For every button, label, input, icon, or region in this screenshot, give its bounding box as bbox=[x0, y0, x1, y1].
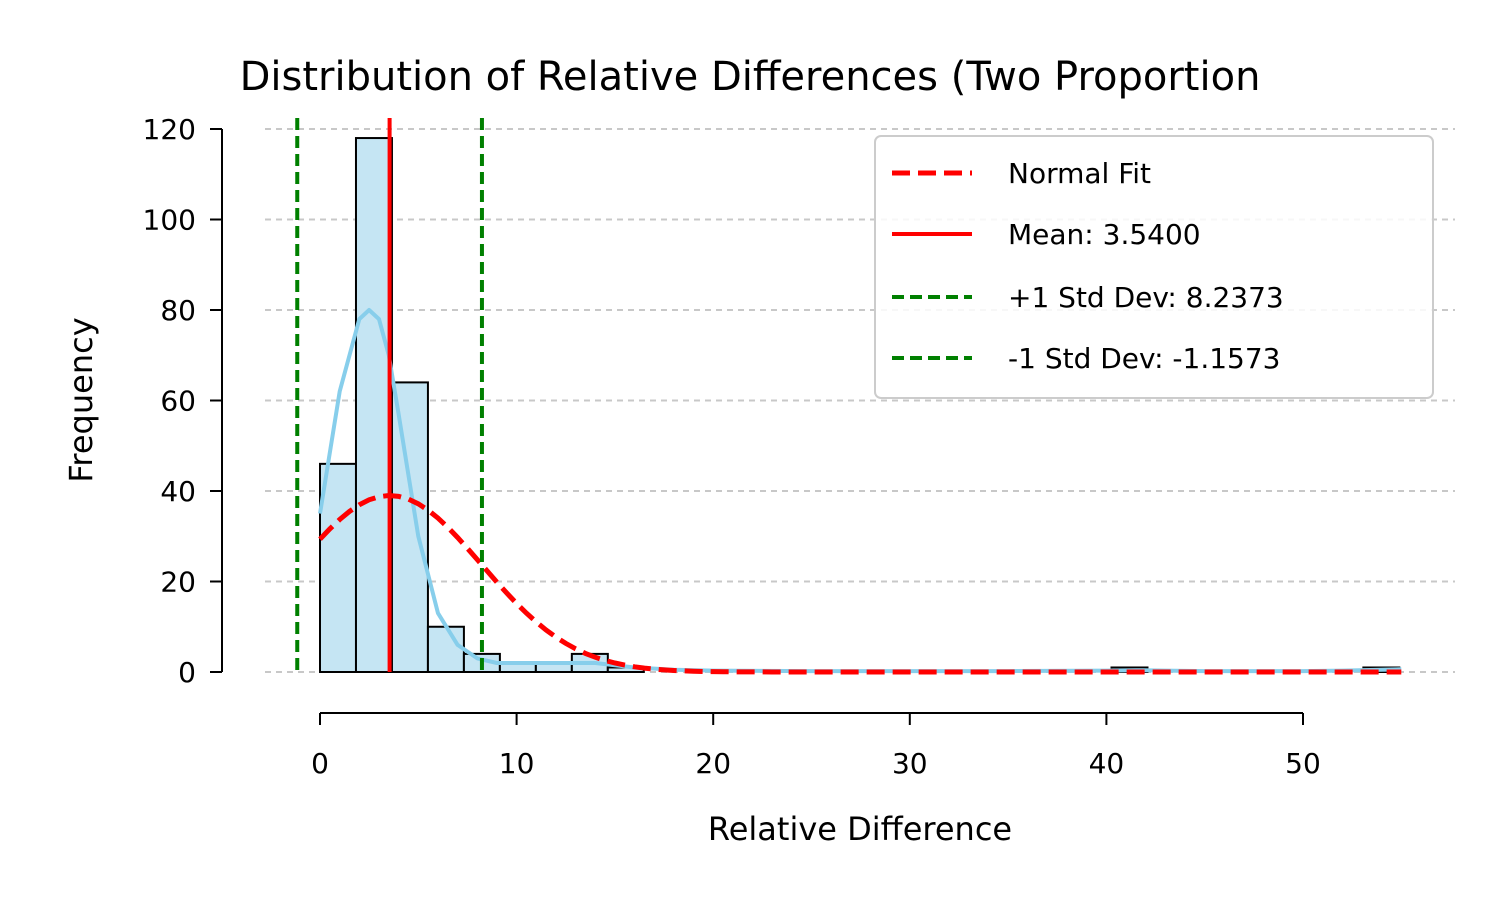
y-tick-label: 120 bbox=[143, 113, 196, 146]
x-tick-label: 10 bbox=[499, 747, 535, 780]
y-tick-label: 100 bbox=[143, 204, 196, 237]
x-tick-label: 0 bbox=[311, 747, 329, 780]
histogram-bar bbox=[426, 625, 465, 673]
x-axis-label: Relative Difference bbox=[708, 810, 1012, 848]
chart-title: Distribution of Relative Differences (Tw… bbox=[240, 54, 1261, 100]
legend-label: -1 Std Dev: -1.1573 bbox=[1008, 342, 1280, 375]
histogram-bar bbox=[390, 381, 429, 673]
y-tick-label: 60 bbox=[160, 385, 196, 418]
axes: 0 20 40 60 80 100 120 0 10 20 30 40 50 bbox=[143, 113, 1321, 780]
x-tick-label: 40 bbox=[1089, 747, 1125, 780]
x-tick-label: 50 bbox=[1285, 747, 1321, 780]
y-tick-label: 20 bbox=[160, 566, 196, 599]
histogram-bars bbox=[319, 137, 1401, 674]
legend-label: +1 Std Dev: 8.2373 bbox=[1008, 281, 1284, 314]
histogram-bar bbox=[319, 462, 357, 673]
y-tick-label: 0 bbox=[178, 656, 196, 689]
y-grid-lines bbox=[265, 128, 1455, 673]
normal-fit-curve bbox=[318, 492, 1402, 675]
legend-box bbox=[874, 135, 1434, 399]
legend-label: Mean: 3.5400 bbox=[1008, 218, 1201, 251]
histogram-bar bbox=[354, 137, 393, 674]
y-tick-label: 40 bbox=[160, 475, 196, 508]
y-tick-label: 80 bbox=[160, 294, 196, 327]
y-axis-label: Frequency bbox=[62, 317, 100, 482]
legend: Normal Fit Mean: 3.5400 +1 Std Dev: 8.2373… bbox=[874, 135, 1434, 399]
reference-lines bbox=[295, 118, 484, 672]
x-tick-label: 20 bbox=[695, 747, 731, 780]
legend-label: Normal Fit bbox=[1008, 157, 1151, 190]
x-tick-label: 30 bbox=[892, 747, 928, 780]
